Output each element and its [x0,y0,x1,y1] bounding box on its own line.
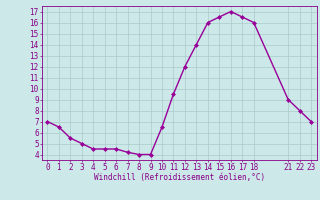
X-axis label: Windchill (Refroidissement éolien,°C): Windchill (Refroidissement éolien,°C) [94,173,265,182]
